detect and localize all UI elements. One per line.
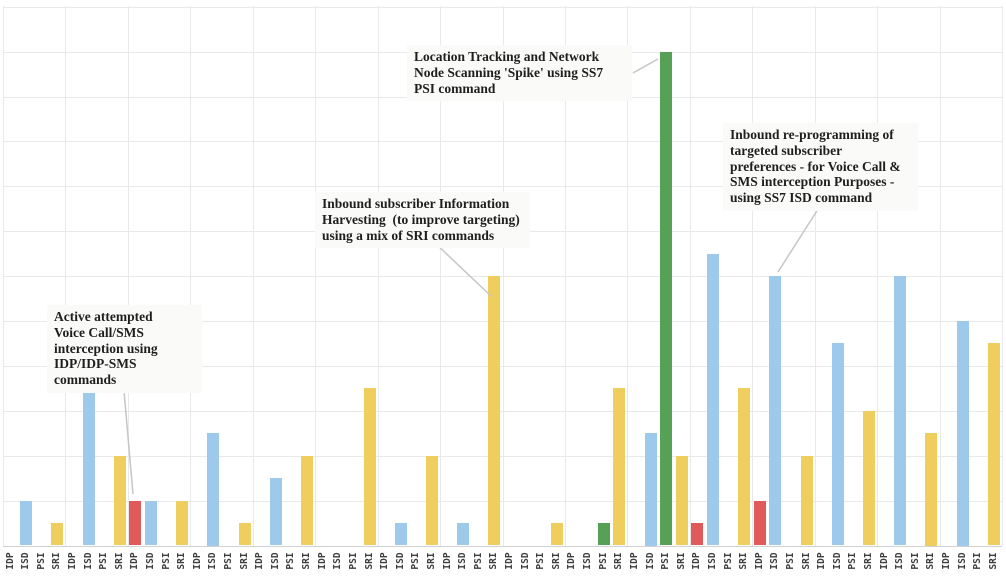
vertical-gridline: [190, 6, 192, 546]
bar-sri-g15[interactable]: [925, 433, 938, 546]
horizontal-gridline: [3, 455, 1002, 457]
bar-sri-g6[interactable]: [363, 388, 376, 546]
bar-isd-g15[interactable]: [894, 276, 907, 546]
bar-idp-g3[interactable]: [129, 500, 142, 546]
bar-idp-g12[interactable]: [691, 523, 704, 546]
bar-sri-g10[interactable]: [613, 388, 626, 546]
annotation-voice-sms-interception[interactable]: Active attempted Voice Call/SMS intercep…: [47, 305, 202, 393]
vertical-gridline: [65, 6, 67, 546]
horizontal-gridline: [3, 6, 1002, 8]
horizontal-gridline: [3, 276, 1002, 278]
horizontal-gridline: [3, 186, 1002, 188]
vertical-gridline: [1002, 6, 1004, 546]
bar-psi-g10[interactable]: [597, 523, 610, 546]
vertical-gridline: [127, 6, 129, 546]
bar-sri-g9[interactable]: [550, 523, 563, 546]
vertical-gridline: [377, 6, 379, 546]
bar-isd-g3[interactable]: [144, 500, 157, 546]
leader-line-harvesting-callout: [433, 241, 493, 298]
leader-line-reprogramming-callout: [777, 205, 821, 273]
bar-sri-g5[interactable]: [301, 455, 314, 546]
bar-sri-g13[interactable]: [800, 455, 813, 546]
bar-isd-g8[interactable]: [457, 523, 470, 546]
vertical-gridline: [252, 6, 254, 546]
vertical-gridline: [814, 6, 816, 546]
horizontal-gridline: [3, 365, 1002, 367]
leader-line-spike-callout: [632, 58, 659, 74]
vertical-gridline: [315, 6, 317, 546]
vertical-gridline: [689, 6, 691, 546]
bar-sri-g12[interactable]: [738, 388, 751, 546]
bar-sri-g8[interactable]: [488, 276, 501, 546]
bar-isd-g5[interactable]: [269, 478, 282, 546]
bar-isd-g2[interactable]: [82, 388, 95, 546]
bar-sri-g16[interactable]: [987, 343, 1000, 546]
x-axis-line: [3, 545, 1002, 547]
vertical-gridline: [939, 6, 941, 546]
bar-psi-g11[interactable]: [660, 51, 673, 546]
vertical-gridline: [502, 6, 504, 546]
vertical-gridline: [564, 6, 566, 546]
horizontal-gridline: [3, 500, 1002, 502]
bar-sri-g4[interactable]: [238, 523, 251, 546]
bar-isd-g12[interactable]: [706, 253, 719, 546]
horizontal-gridline: [3, 321, 1002, 322]
horizontal-gridline: [3, 141, 1002, 143]
bar-isd-g11[interactable]: [644, 433, 657, 546]
bar-sri-g1[interactable]: [51, 523, 64, 546]
annotation-subscriber-info-harvesting[interactable]: Inbound subscriber Information Harvestin…: [315, 192, 530, 249]
bar-isd-g1[interactable]: [20, 500, 33, 546]
bar-isd-g4[interactable]: [207, 433, 220, 546]
bar-sri-g3[interactable]: [176, 500, 189, 546]
vertical-gridline: [752, 6, 754, 546]
bar-isd-g16[interactable]: [956, 321, 969, 546]
annotation-location-tracking-spike[interactable]: Location Tracking and Network Node Scann…: [407, 45, 632, 102]
annotation-inbound-reprogramming[interactable]: Inbound re-programming of targeted subsc…: [723, 123, 918, 211]
bar-isd-g13[interactable]: [769, 276, 782, 546]
bar-idp-g13[interactable]: [753, 500, 766, 546]
vertical-gridline: [3, 6, 4, 546]
vertical-gridline: [877, 6, 879, 546]
x-tick-label: SRI: [987, 552, 999, 570]
bar-isd-g7[interactable]: [394, 523, 407, 546]
bar-sri-g2[interactable]: [113, 455, 126, 546]
bar-sri-g11[interactable]: [675, 455, 688, 546]
bar-sri-g7[interactable]: [425, 455, 438, 546]
bar-sri-g14[interactable]: [863, 410, 876, 546]
bar-isd-g14[interactable]: [831, 343, 844, 546]
vertical-gridline: [627, 6, 629, 546]
horizontal-gridline: [3, 410, 1002, 412]
